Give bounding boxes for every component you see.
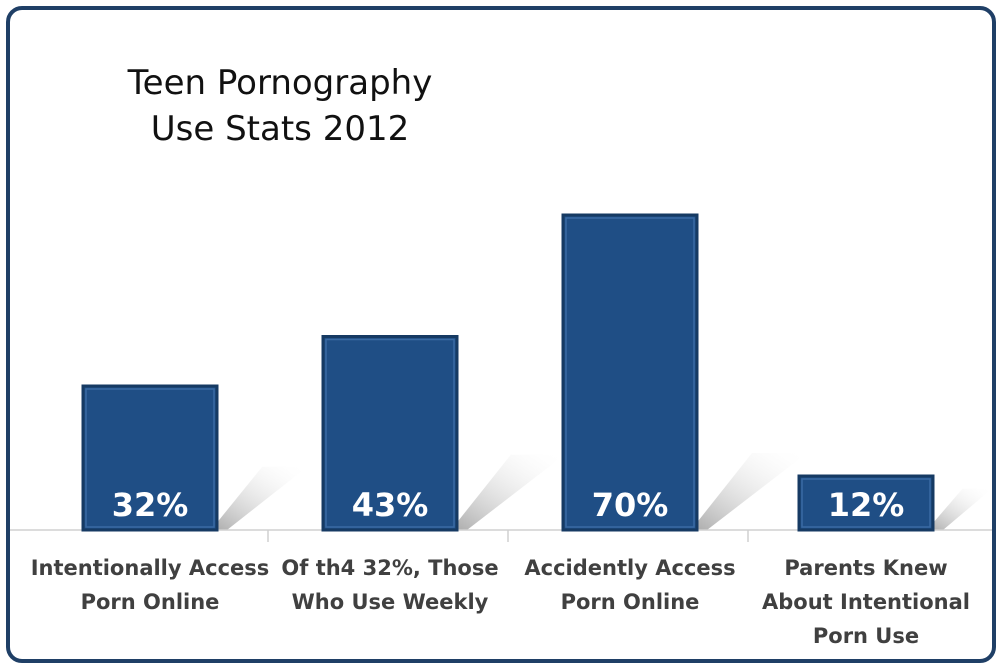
data-label-2: 43% — [352, 486, 429, 524]
category-label-2-line-2: Who Use Weekly — [292, 590, 489, 614]
bar-shadow-1 — [211, 466, 308, 530]
bar-chart: 32% Intentionally Access Porn Online 43% Of … — [10, 63, 992, 648]
bar-4 — [797, 474, 935, 532]
category-label-4-line-1: Parents Knew — [784, 556, 947, 580]
bar-bevel-2 — [325, 338, 455, 528]
bar-shadow-3 — [691, 453, 807, 530]
chart-title-line-1: Teen Pornography — [127, 63, 433, 103]
bar-3 — [561, 213, 699, 532]
chart-frame: 32% Intentionally Access Porn Online 43% Of … — [6, 6, 996, 663]
data-label-4: 12% — [828, 486, 905, 524]
category-label-4-line-3: Porn Use — [813, 624, 919, 648]
bar-bevel-3 — [565, 217, 695, 528]
bar-shadow-4 — [927, 488, 992, 530]
bar-1 — [81, 384, 219, 532]
data-label-1: 32% — [112, 486, 189, 524]
category-label-3-line-2: Porn Online — [561, 590, 700, 614]
data-label-3: 70% — [592, 486, 669, 524]
category-label-1-line-1: Intentionally Access — [31, 556, 270, 580]
bar-bevel-4 — [801, 478, 931, 528]
chart-title-line-2: Use Stats 2012 — [151, 109, 409, 149]
bar-shadow-2 — [451, 454, 565, 530]
category-label-1-line-2: Porn Online — [81, 590, 220, 614]
category-label-3-line-1: Accidently Access — [524, 556, 735, 580]
bar-2 — [321, 335, 459, 532]
category-label-2-line-1: Of th4 32%, Those — [281, 556, 498, 580]
bar-bevel-1 — [85, 388, 215, 528]
category-label-4-line-2: About Intentional — [762, 590, 970, 614]
